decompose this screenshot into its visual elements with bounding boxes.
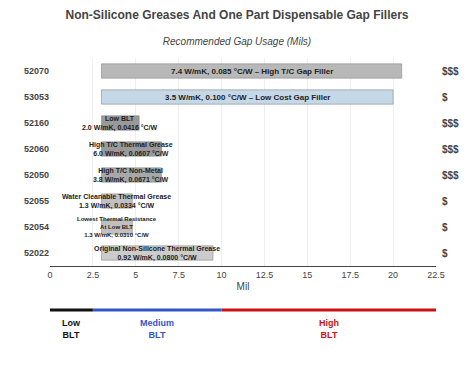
svg-text:Lowest Thermal ResistanceAt Lo: Lowest Thermal ResistanceAt Low BLT1.3 W… xyxy=(77,216,157,238)
svg-text:Non-Silicone Greases And One P: Non-Silicone Greases And One Part Dispen… xyxy=(66,8,409,22)
svg-text:$: $ xyxy=(442,222,448,233)
svg-text:MediumBLT: MediumBLT xyxy=(140,318,174,340)
svg-text:7.4 W/mK, 0.085 °C/W – High T/: 7.4 W/mK, 0.085 °C/W – High T/C Gap Fill… xyxy=(171,67,333,76)
svg-text:3.5 W/mK, 0.100 °C/W – Low Cos: 3.5 W/mK, 0.100 °C/W – Low Cost Gap Fill… xyxy=(165,93,330,102)
svg-text:12.5: 12.5 xyxy=(256,270,274,280)
svg-text:High T/C Non-Metal3.8 W/mK, 0.: High T/C Non-Metal3.8 W/mK, 0.0671 °C/W xyxy=(93,167,169,184)
svg-text:$: $ xyxy=(442,92,448,103)
svg-text:52022: 52022 xyxy=(24,248,49,258)
svg-text:HighBLT: HighBLT xyxy=(319,318,339,340)
svg-text:Recommended Gap Usage (Mils): Recommended Gap Usage (Mils) xyxy=(163,36,311,47)
svg-text:$: $ xyxy=(442,248,448,259)
svg-text:5: 5 xyxy=(133,270,138,280)
svg-text:Mil: Mil xyxy=(237,281,250,292)
svg-text:52070: 52070 xyxy=(24,66,49,76)
svg-text:52160: 52160 xyxy=(24,118,49,128)
svg-text:52055: 52055 xyxy=(24,196,49,206)
svg-text:10: 10 xyxy=(217,270,227,280)
svg-text:Low BLT2.0 W/mK, 0.0416 °C/W: Low BLT2.0 W/mK, 0.0416 °C/W xyxy=(82,115,158,132)
svg-text:17.5: 17.5 xyxy=(341,270,359,280)
svg-text:53053: 53053 xyxy=(24,92,49,102)
svg-text:Water Cleanable Thermal Grease: Water Cleanable Thermal Grease1.3 W/mK, … xyxy=(62,193,171,210)
svg-text:15: 15 xyxy=(302,270,312,280)
svg-text:52060: 52060 xyxy=(24,144,49,154)
svg-text:LowBLT: LowBLT xyxy=(62,318,81,340)
svg-text:0: 0 xyxy=(47,270,52,280)
svg-text:20: 20 xyxy=(388,270,398,280)
svg-text:22.5: 22.5 xyxy=(427,270,445,280)
svg-text:$$$: $$$ xyxy=(442,118,459,129)
svg-text:High T/C Thermal Grease6.0 W/m: High T/C Thermal Grease6.0 W/mK, 0.0607 … xyxy=(89,141,173,158)
svg-text:52050: 52050 xyxy=(24,170,49,180)
svg-text:7.5: 7.5 xyxy=(172,270,185,280)
svg-text:$: $ xyxy=(442,196,448,207)
svg-text:$$$: $$$ xyxy=(442,66,459,77)
svg-text:$$$: $$$ xyxy=(442,144,459,155)
svg-text:Original Non-Silicone Thermal: Original Non-Silicone Thermal Grease0.92… xyxy=(94,245,220,262)
svg-text:$$$: $$$ xyxy=(442,170,459,181)
svg-text:2.5: 2.5 xyxy=(87,270,100,280)
svg-text:52054: 52054 xyxy=(24,222,49,232)
